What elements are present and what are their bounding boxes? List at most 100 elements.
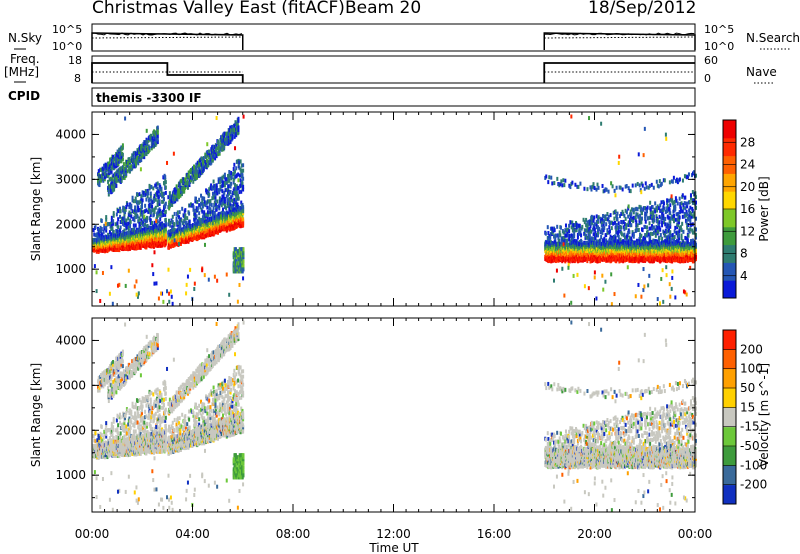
power-cell <box>125 221 128 226</box>
power-cell <box>236 202 239 207</box>
power-cell <box>163 181 166 186</box>
power-cell <box>683 201 686 206</box>
power-cell <box>606 228 609 233</box>
power-cell <box>130 206 133 211</box>
power-cell <box>119 228 122 233</box>
power-cell <box>601 257 604 262</box>
power-cell <box>180 218 183 223</box>
power-cell <box>640 239 643 244</box>
power-cell <box>224 177 227 182</box>
power-cell <box>102 248 105 253</box>
power-cell <box>573 238 576 243</box>
power-cell <box>198 221 201 226</box>
power-cell <box>119 214 122 219</box>
power-cell <box>608 221 611 226</box>
power-cell <box>576 232 579 237</box>
power-cell <box>235 192 238 197</box>
power-cell <box>205 212 208 217</box>
power-cell <box>229 203 232 208</box>
power-cell <box>606 230 609 235</box>
power-cell <box>625 210 628 215</box>
power-cell <box>578 226 581 231</box>
power-cell <box>593 215 596 220</box>
power-cell <box>233 197 236 202</box>
power-cell <box>626 232 629 237</box>
power-cell <box>147 209 150 214</box>
power-cell <box>109 224 112 229</box>
power-cell <box>145 197 148 202</box>
power-cell <box>644 258 647 263</box>
power-cell <box>184 213 187 218</box>
power-cell <box>184 220 187 225</box>
power-cell <box>573 234 576 239</box>
power-cell <box>662 213 665 218</box>
power-cell <box>600 220 603 225</box>
power-cell <box>624 258 627 263</box>
power-cell <box>623 227 626 232</box>
power-cell <box>215 188 218 193</box>
power-cell <box>228 196 231 201</box>
power-cell <box>127 242 130 247</box>
power-cell <box>128 205 131 210</box>
power-cell <box>678 233 681 238</box>
power-cell <box>119 209 122 214</box>
power-cell <box>615 230 618 235</box>
power-cell <box>577 223 580 228</box>
power-cell <box>169 223 172 228</box>
power-cell <box>610 226 613 231</box>
power-cell <box>645 241 648 246</box>
power-cell <box>145 235 148 240</box>
power-cell <box>132 209 135 214</box>
power-cell <box>164 190 167 195</box>
power-cell <box>640 206 643 211</box>
power-cell <box>188 219 191 224</box>
power-cell <box>604 217 607 222</box>
power-cell <box>660 216 663 221</box>
power-cell <box>687 217 690 222</box>
power-cell <box>592 218 595 223</box>
power-cell <box>117 217 120 222</box>
power-cell <box>158 201 161 206</box>
power-cell <box>673 234 676 239</box>
power-cell <box>566 227 569 232</box>
power-cell <box>603 239 606 244</box>
power-cell <box>141 211 144 216</box>
power-cell <box>230 195 233 200</box>
power-cell <box>598 226 601 231</box>
power-cell <box>193 216 196 221</box>
power-cell <box>135 209 138 214</box>
power-cell <box>227 176 230 181</box>
power-cell <box>591 237 594 242</box>
power-cell <box>554 259 557 264</box>
power-cell <box>164 229 167 234</box>
power-cell <box>171 220 174 225</box>
power-cell <box>657 229 660 234</box>
power-cell <box>242 217 245 222</box>
power-cell <box>585 228 588 233</box>
power-cell <box>622 211 625 216</box>
power-cell <box>178 215 181 220</box>
power-cell <box>133 218 136 223</box>
power-cell <box>155 184 158 189</box>
power-cell <box>119 232 122 237</box>
power-cell <box>597 219 600 224</box>
power-cell <box>622 245 625 250</box>
power-cell <box>635 222 638 227</box>
power-cell <box>200 193 203 198</box>
power-cell <box>679 206 682 211</box>
power-cell <box>632 219 635 224</box>
power-cell <box>242 205 245 210</box>
power-cell <box>613 220 616 225</box>
power-cell <box>164 227 167 232</box>
power-cell <box>142 223 145 228</box>
nsearch-trace <box>544 36 696 39</box>
power-cell <box>211 222 214 227</box>
power-cell <box>578 223 581 228</box>
power-cell <box>182 221 185 226</box>
power-cell <box>162 212 165 217</box>
power-cell <box>624 208 627 213</box>
power-cell <box>210 202 213 207</box>
power-cell <box>124 210 127 215</box>
power-cell <box>149 191 152 196</box>
power-cell <box>161 199 164 204</box>
